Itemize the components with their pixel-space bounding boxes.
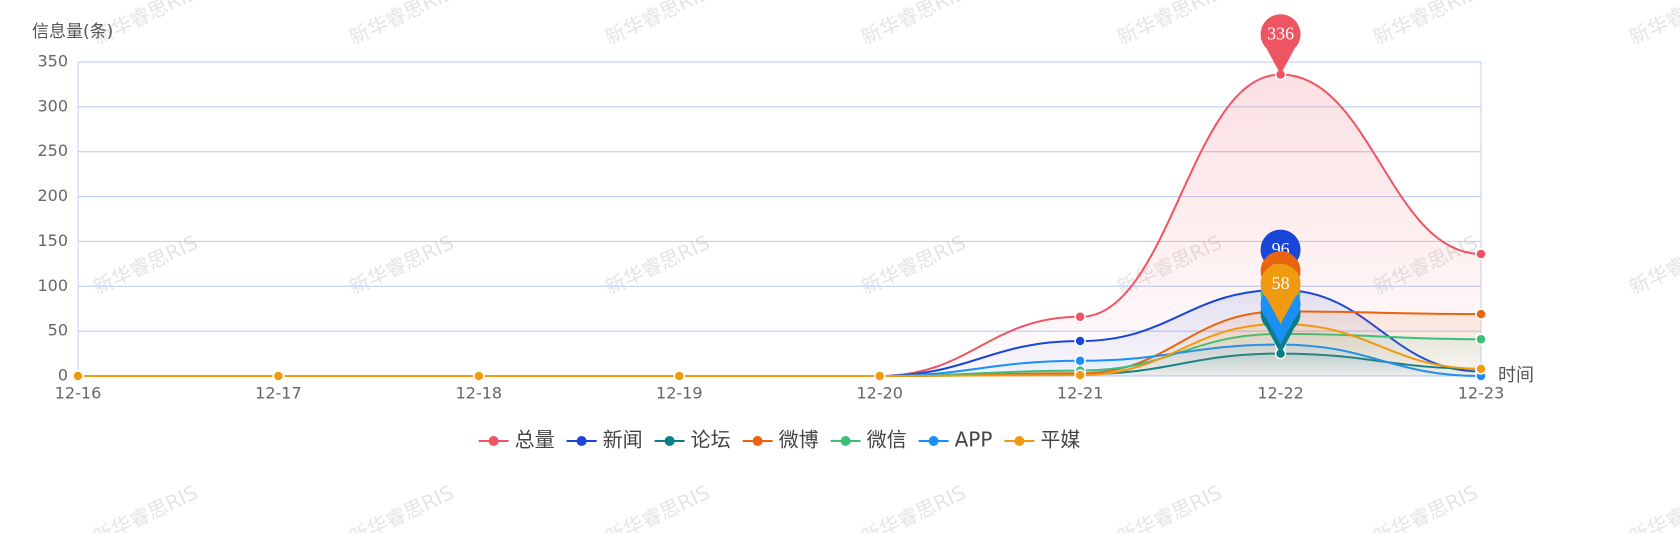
series-area (78, 289, 1481, 376)
watermark: 新华睿思RIS (601, 230, 713, 299)
legend-marker (1014, 436, 1025, 446)
watermark: 新华睿思RIS (857, 230, 969, 299)
series-area (78, 323, 1481, 376)
watermark: 新华睿思RIS (345, 480, 457, 533)
data-point (873, 370, 886, 382)
legend-label: 新闻 (603, 428, 643, 452)
x-tick-label: 12-18 (456, 384, 503, 403)
legend-item: 新闻 (566, 428, 643, 452)
series-line (78, 322, 1482, 378)
watermark: 新华睿思RIS (345, 0, 457, 50)
y-tick-label: 350 (37, 52, 68, 71)
data-point (1074, 311, 1086, 323)
max-pin-label: 336 (1267, 24, 1294, 44)
data-point (1475, 308, 1487, 320)
max-pin-label: 58 (1272, 273, 1290, 293)
legend-marker (840, 436, 851, 446)
legend-item: 平媒 (1004, 428, 1080, 452)
series-layer (78, 73, 1482, 378)
data-point (1074, 354, 1086, 367)
data-point (1475, 248, 1487, 260)
series-area (78, 74, 1481, 376)
watermark: 新华睿思RIS (857, 0, 969, 50)
watermark: 新华睿思RIS (857, 480, 969, 533)
legend-label: 论坛 (691, 428, 731, 452)
watermark: 新华睿思RIS (89, 480, 201, 533)
data-point (1074, 369, 1086, 381)
watermark: 新华睿思RIS (1113, 0, 1225, 50)
legend-label: 微博 (779, 428, 819, 452)
legend-item: 微博 (742, 428, 819, 452)
y-tick-label: 50 (48, 321, 68, 340)
y-tick-label: 150 (37, 231, 68, 250)
x-tick-label: 12-22 (1257, 384, 1304, 403)
y-axis-label: 信息量(条) (32, 22, 113, 42)
data-point (673, 370, 686, 382)
watermark: 新华睿思RIS (1369, 0, 1481, 50)
x-tick-label: 12-23 (1458, 384, 1505, 403)
legend-marker (752, 436, 763, 446)
x-axis-label: 时间 (1498, 365, 1534, 386)
max-pin (1260, 263, 1301, 324)
watermark: 新华睿思RIS (1625, 480, 1680, 533)
x-tick-label: 12-20 (856, 384, 903, 403)
watermark: 新华睿思RIS (89, 230, 201, 299)
legend-marker (928, 436, 939, 446)
watermark: 新华睿思RIS (345, 230, 457, 299)
y-tick-label: 100 (37, 276, 68, 295)
legend-label: 微信 (867, 428, 907, 452)
legend-label: 总量 (515, 428, 555, 452)
data-point (1475, 333, 1487, 345)
watermark: 新华睿思RIS (601, 480, 713, 533)
legend-item: 论坛 (654, 428, 731, 452)
legend-label: 平媒 (1040, 428, 1080, 452)
data-point (473, 370, 485, 382)
pin-layer: 336962572473558 (1260, 14, 1301, 354)
legend-item: APP (918, 428, 993, 452)
data-point (272, 370, 285, 382)
watermark: 新华睿思RIS (1625, 0, 1680, 50)
watermark: 新华睿思RIS (601, 0, 713, 50)
x-tick-label: 12-16 (55, 384, 102, 403)
legend-marker (488, 436, 499, 446)
x-tick-label: 12-19 (656, 384, 703, 403)
data-point (1475, 363, 1487, 375)
legend-marker (664, 436, 675, 446)
legend-item: 微信 (830, 428, 907, 452)
watermark: 新华睿思RIS (1625, 230, 1680, 299)
watermark: 新华睿思RIS (1369, 480, 1481, 533)
y-tick-label: 250 (37, 141, 68, 160)
x-tick-label: 12-17 (255, 384, 302, 403)
data-point (72, 370, 84, 382)
x-tick-label: 12-21 (1057, 384, 1104, 403)
y-tick-label: 300 (37, 96, 68, 115)
legend-label: APP (955, 428, 993, 452)
max-pin (1260, 14, 1301, 75)
y-tick-label: 200 (37, 186, 68, 205)
legend-item: 总量 (478, 428, 555, 452)
legend-marker (576, 436, 587, 446)
watermark: 新华睿思RIS (1113, 480, 1225, 533)
data-point (1074, 335, 1086, 347)
y-tick-label: 0 (58, 366, 68, 385)
legend: 总量 新闻 论坛 微博 微信 APP 平媒 (478, 428, 1080, 452)
